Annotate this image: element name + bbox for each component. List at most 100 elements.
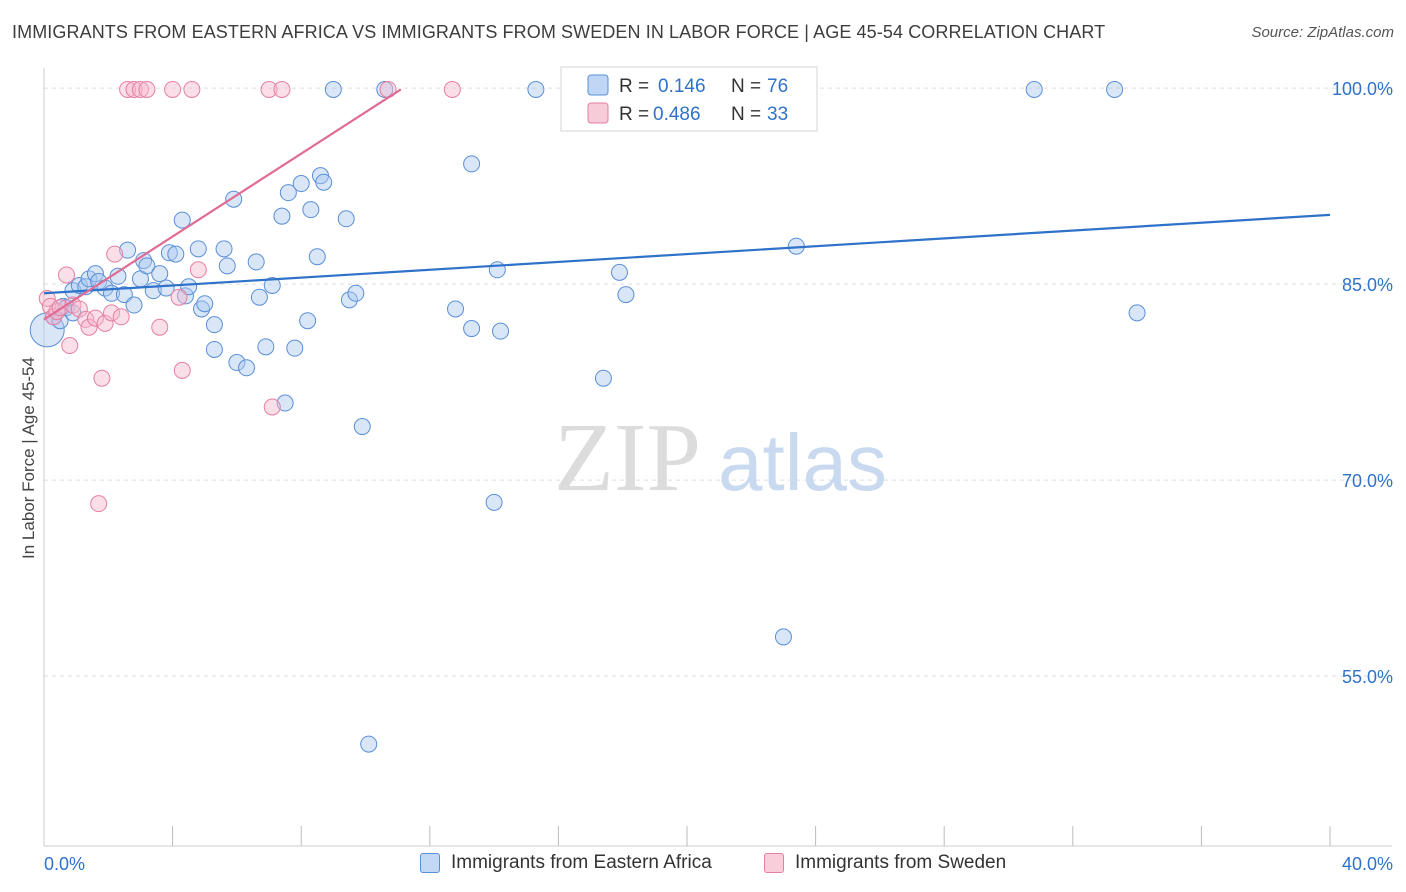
point-eastern-africa (263, 276, 281, 294)
point-eastern-africa (176, 287, 194, 305)
point-eastern-africa (774, 628, 792, 646)
point-sweden (80, 318, 98, 336)
point-eastern-africa (228, 354, 246, 372)
point-eastern-africa (340, 291, 358, 309)
point-eastern-africa (279, 184, 297, 202)
y-tick-label: 100.0% (1332, 79, 1393, 99)
point-eastern-africa (594, 369, 612, 387)
watermark-atlas: atlas (718, 418, 887, 507)
point-sweden (151, 318, 169, 336)
point-eastern-africa (273, 207, 291, 225)
point-sweden (90, 495, 108, 513)
point-sweden (131, 80, 149, 98)
point-eastern-africa (463, 155, 481, 173)
point-sweden (70, 300, 88, 318)
legend-n-label-blue: N = (731, 76, 761, 97)
y-tick-label: 70.0% (1342, 471, 1393, 491)
point-eastern-africa (167, 245, 185, 263)
point-eastern-africa (70, 276, 88, 294)
point-eastern-africa (308, 248, 326, 266)
y-tick-label: 55.0% (1342, 667, 1393, 687)
point-eastern-africa (180, 278, 198, 296)
y-tick-labels: 100.0% 85.0% 70.0% 55.0% (1332, 79, 1393, 687)
point-sweden (183, 80, 201, 98)
point-sweden (103, 304, 121, 322)
legend-n-value-blue: 76 (767, 76, 788, 97)
point-sweden (164, 80, 182, 98)
legend-label-sweden: Immigrants from Sweden (795, 852, 1007, 873)
x-tick-labels: 0.0% 40.0% (44, 854, 1393, 874)
point-sweden (170, 288, 188, 306)
point-eastern-africa (315, 173, 333, 191)
x-tick-label: 40.0% (1342, 854, 1393, 874)
legend-r-label-blue: R = (619, 76, 649, 97)
point-eastern-africa (250, 288, 268, 306)
source-label: Source: ZipAtlas.com (1251, 24, 1394, 41)
point-sweden (138, 80, 156, 98)
point-eastern-africa (1106, 80, 1124, 98)
point-eastern-africa (189, 240, 207, 258)
point-sweden (61, 337, 79, 355)
point-sweden (189, 261, 207, 279)
grid-lines (44, 87, 1392, 677)
point-eastern-africa (360, 735, 378, 753)
legend-r-value-pink: 0.486 (653, 104, 701, 125)
legend-swatch-blue (587, 74, 609, 96)
point-eastern-africa (617, 286, 635, 304)
watermark: ZIP atlas (554, 404, 887, 512)
legend-swatch-eastern-africa (420, 853, 440, 873)
legend-item-eastern-africa: Immigrants from Eastern Africa (420, 852, 712, 874)
point-eastern-africa (247, 253, 265, 271)
point-eastern-africa (173, 211, 191, 229)
x-tick-label: 0.0% (44, 854, 85, 874)
point-eastern-africa (447, 300, 465, 318)
point-sweden (86, 309, 104, 327)
point-eastern-africa (276, 394, 294, 412)
legend-label-eastern-africa: Immigrants from Eastern Africa (451, 852, 712, 873)
legend-swatch-pink (587, 102, 609, 124)
point-sweden (263, 398, 281, 416)
point-eastern-africa (138, 257, 156, 275)
point-eastern-africa (196, 295, 214, 313)
point-eastern-africa (205, 340, 223, 358)
point-sweden (119, 80, 137, 98)
trendline-sweden (43, 88, 402, 321)
point-eastern-africa (125, 296, 143, 314)
point-sweden (173, 361, 191, 379)
legend-r-label-pink: R = (619, 104, 649, 125)
point-eastern-africa (115, 286, 133, 304)
point-eastern-africa (463, 320, 481, 338)
point-eastern-africa (157, 279, 175, 297)
point-sweden (443, 80, 461, 98)
stats-legend: R = 0.146 N = 76 R = 0.486 N = 33 (560, 66, 818, 132)
point-eastern-africa (299, 312, 317, 330)
y-tick-label: 85.0% (1342, 275, 1393, 295)
point-eastern-africa (488, 261, 506, 279)
series-legend: Immigrants from Eastern Africa Immigrant… (0, 852, 1406, 878)
point-eastern-africa (238, 359, 256, 377)
point-eastern-africa (610, 263, 628, 281)
point-sweden (93, 369, 111, 387)
point-eastern-africa (337, 210, 355, 228)
point-eastern-africa (527, 80, 545, 98)
point-eastern-africa (1025, 80, 1043, 98)
point-eastern-africa (347, 284, 365, 302)
trend-lines (43, 88, 1331, 321)
point-eastern-africa (193, 300, 211, 318)
point-eastern-africa (485, 493, 503, 511)
legend-item-sweden: Immigrants from Sweden (764, 852, 1006, 874)
point-eastern-africa (286, 339, 304, 357)
point-eastern-africa (218, 257, 236, 275)
point-eastern-africa (160, 244, 178, 262)
point-sweden (112, 308, 130, 326)
point-eastern-africa (151, 265, 169, 283)
point-eastern-africa (292, 175, 310, 193)
point-eastern-africa (1128, 304, 1146, 322)
legend-n-label-pink: N = (731, 104, 761, 125)
legend-n-value-pink: 33 (767, 104, 788, 125)
point-sweden (96, 314, 114, 332)
legend-r-value-blue: 0.146 (658, 76, 706, 97)
point-sweden (45, 308, 63, 326)
point-sweden (273, 80, 291, 98)
